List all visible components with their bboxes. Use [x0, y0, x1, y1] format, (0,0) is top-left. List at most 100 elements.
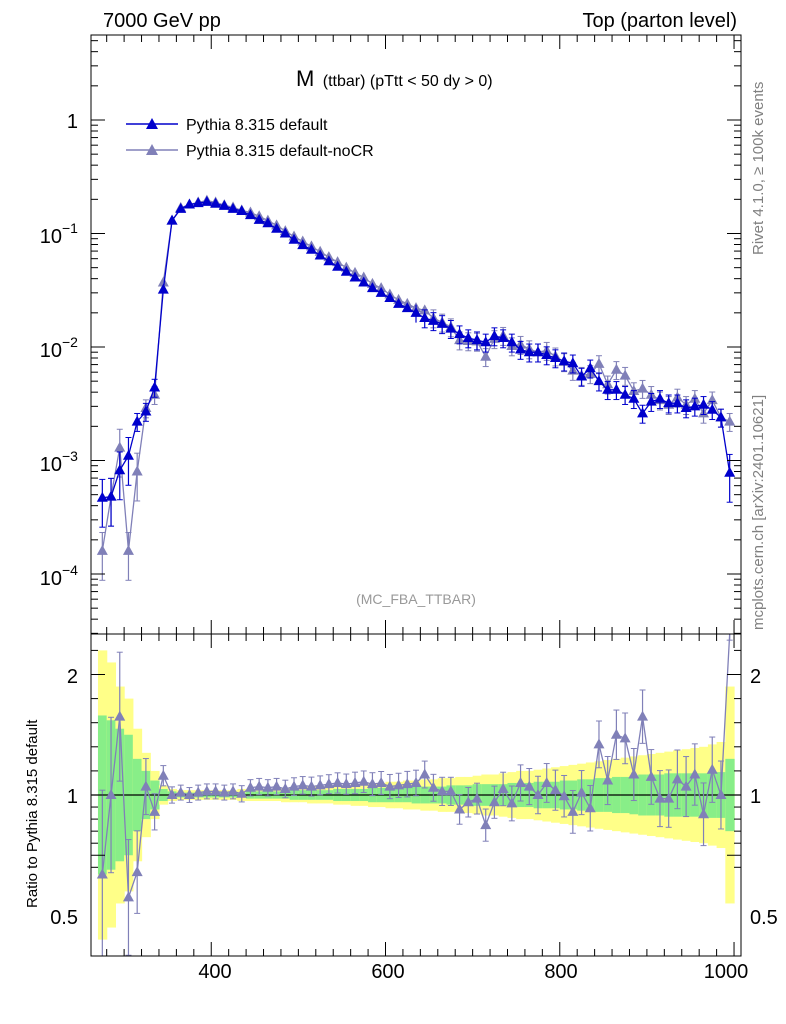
- ratio-point-nocr: [663, 792, 675, 803]
- ratio-point-nocr: [114, 710, 126, 721]
- data-point-default: [236, 204, 248, 215]
- data-point-default: [122, 449, 134, 460]
- data-point-nocr: [96, 544, 108, 555]
- data-point-default: [279, 227, 291, 238]
- ratio-point-nocr: [183, 789, 195, 799]
- ratio-plot: Ratio to Pythia 8.315 default 2 1 0.5 2 …: [24, 633, 778, 983]
- ratio-point-nocr: [262, 781, 274, 792]
- data-point-default: [506, 336, 518, 347]
- ratio-point-nocr: [340, 778, 352, 789]
- ratio-point-nocr: [671, 773, 683, 784]
- main-plot: M (ttbar) (pTtt < 50 dy > 0) (MC_FBA_TTB…: [90, 34, 742, 635]
- mcplots-side-label: mcplots.cern.ch [arXiv:2401.10621]: [750, 395, 767, 630]
- data-point-default: [610, 383, 622, 394]
- main-plot-title: M (ttbar) (pTtt < 50 dy > 0): [296, 66, 493, 91]
- ratio-point-nocr: [227, 785, 239, 796]
- data-point-nocr: [610, 363, 622, 374]
- data-point-default: [149, 381, 161, 392]
- ratio-point-nocr: [175, 786, 187, 797]
- data-point-nocr: [628, 384, 640, 395]
- data-point-nocr: [157, 276, 169, 287]
- data-point-nocr: [122, 544, 134, 555]
- ratio-point-nocr: [480, 819, 492, 830]
- data-point-default: [175, 202, 187, 213]
- ytick-label-1: 1: [67, 111, 78, 133]
- ratio-point-nocr: [210, 785, 222, 796]
- ratio-point-nocr: [271, 780, 283, 791]
- ytick-label-1e-1: 10: [40, 226, 62, 248]
- ratio-point-nocr: [454, 803, 466, 814]
- ratio-point-nocr: [497, 782, 509, 793]
- ratio-point-nocr: [558, 790, 570, 801]
- data-point-default: [480, 336, 492, 347]
- data-point-nocr: [724, 415, 736, 426]
- data-point-default: [166, 214, 178, 225]
- ytick-label-1e-3: 10: [40, 454, 62, 476]
- data-point-default: [454, 328, 466, 339]
- legend: Pythia 8.315 default Pythia 8.315 defaul…: [126, 117, 374, 160]
- ratio-point-nocr: [549, 784, 561, 795]
- legend-marker-default: [146, 118, 158, 129]
- ratio-point-nocr: [427, 781, 439, 792]
- ratio-point-nocr: [419, 768, 431, 779]
- ratio-point-nocr: [462, 796, 474, 807]
- header-right-label: Top (parton level): [582, 10, 737, 32]
- ytick-label-1e-4: 10: [40, 568, 62, 590]
- ratio-point-nocr: [157, 769, 169, 780]
- ratio-point-nocr: [584, 802, 596, 813]
- data-point-default: [593, 375, 605, 386]
- ratio-point-nocr: [244, 781, 256, 792]
- data-point-default: [680, 402, 692, 413]
- watermark: (MC_FBA_TTBAR): [356, 591, 476, 607]
- ratio-point-nocr: [698, 808, 710, 819]
- data-point-default: [637, 407, 649, 418]
- ratio-point-nocr: [349, 776, 361, 787]
- data-point-default: [358, 276, 370, 287]
- ratio-series-layer: [96, 633, 733, 957]
- ratio-point-nocr: [218, 786, 230, 797]
- data-point-default: [183, 198, 195, 209]
- data-point-default: [671, 397, 683, 408]
- data-point-default: [419, 312, 431, 323]
- data-point-default: [340, 265, 352, 276]
- ratio-point-nocr: [619, 732, 631, 743]
- ratio-point-nocr: [515, 776, 527, 787]
- data-point-default: [628, 392, 640, 403]
- data-point-nocr: [593, 357, 605, 368]
- data-point-default: [349, 271, 361, 282]
- data-point-default: [523, 346, 535, 357]
- ratio-point-nocr: [706, 763, 718, 774]
- data-point-default: [584, 362, 596, 373]
- data-point-default: [567, 357, 579, 368]
- data-point-default: [401, 302, 413, 313]
- data-point-nocr: [114, 441, 126, 452]
- ratio-point-nocr: [297, 779, 309, 790]
- ratio-point-nocr: [332, 776, 344, 787]
- data-point-default: [218, 199, 230, 210]
- ratio-point-nocr: [445, 785, 457, 796]
- ratio-point-nocr: [576, 786, 588, 797]
- header-left-label: 7000 GeV pp: [103, 10, 221, 32]
- data-point-default: [305, 243, 317, 254]
- ratio-point-nocr: [645, 770, 657, 781]
- xtick-label-600: 600: [371, 961, 404, 983]
- ratio-point-nocr: [305, 780, 317, 791]
- data-point-default: [724, 466, 736, 477]
- data-point-default: [515, 343, 527, 354]
- ratio-point-nocr: [375, 776, 387, 787]
- data-point-default: [558, 355, 570, 366]
- ytick-exp-1e-2: −2: [62, 334, 78, 350]
- ratio-point-nocr: [166, 789, 178, 799]
- ratio-point-nocr: [393, 779, 405, 790]
- ratio-ytick-label-right-05: 0.5: [750, 907, 778, 929]
- ratio-point-nocr: [96, 868, 108, 879]
- data-point-default: [619, 388, 631, 399]
- data-point-default: [244, 209, 256, 220]
- ratio-point-nocr: [122, 891, 134, 902]
- ratio-point-nocr: [602, 774, 614, 785]
- data-point-default: [445, 322, 457, 333]
- data-point-nocr: [619, 369, 631, 380]
- ratio-x-ticks: [106, 634, 735, 956]
- ratio-ylabel: Ratio to Pythia 8.315 default: [24, 719, 41, 908]
- ratio-ytick-label-left-1: 1: [67, 786, 78, 808]
